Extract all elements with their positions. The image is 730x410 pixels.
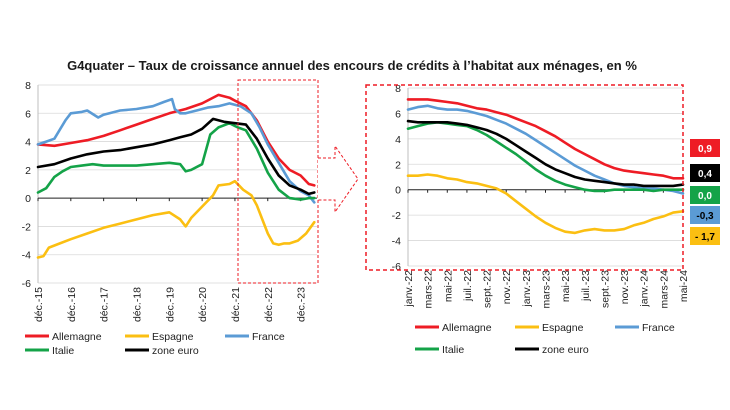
right-x-tick-label: sept.-23 — [599, 270, 611, 308]
right-y-tick-label: 4 — [395, 134, 401, 146]
left-y-tick-label: 8 — [25, 80, 31, 92]
left-x-tick-label: déc.-19 — [164, 287, 176, 322]
right-legend-label-espagne: Espagne — [542, 322, 584, 334]
left-y-tick-label: 4 — [25, 137, 31, 149]
badge-value-france: -0,3 — [696, 211, 714, 222]
right-y-tick-label: -2 — [392, 210, 401, 222]
right-x-tick-label: mai-24 — [678, 270, 690, 302]
left-legend-label-espagne: Espagne — [152, 331, 194, 343]
left-y-tick-label: 0 — [25, 193, 31, 205]
left-x-tick-label: déc.-21 — [230, 287, 242, 322]
left-series-line-espagne — [36, 179, 316, 259]
badge-value-espagne: - 1,7 — [695, 232, 715, 243]
left-x-tick-label: déc.-17 — [99, 287, 111, 322]
right-y-tick-label: 8 — [395, 83, 401, 95]
badge-espagne — [690, 227, 720, 245]
left-x-tick-label: déc.-18 — [131, 287, 143, 322]
right-series-line-espagne — [406, 173, 685, 235]
zoom-arrow-icon — [318, 144, 359, 214]
badge-zone-euro — [690, 164, 720, 182]
right-y-tick-label: 2 — [395, 159, 401, 171]
right-legend-label-zone-euro: zone euro — [542, 344, 589, 356]
badge-value-allemagne: 0,9 — [698, 144, 712, 155]
left-x-tick-label: déc.-16 — [66, 287, 78, 322]
right-x-tick-label: janv.-23 — [521, 270, 533, 308]
right-series-line-allemagne — [406, 98, 685, 180]
right-x-tick-label: mars-24 — [658, 270, 670, 309]
right-y-tick-label: -6 — [392, 261, 401, 273]
left-legend-label-zone-euro: zone euro — [152, 345, 199, 357]
right-y-tick-label: 0 — [395, 185, 401, 197]
left-series-line-italie — [36, 121, 316, 201]
badge-allemagne — [690, 139, 720, 157]
right-y-tick-label: 6 — [395, 108, 401, 120]
right-legend-label-allemagne: Allemagne — [442, 322, 492, 334]
right-legend-label-italie: Italie — [442, 344, 464, 356]
left-y-tick-label: -4 — [22, 250, 31, 262]
right-x-tick-label: mars-23 — [541, 270, 553, 309]
chart-title: G4quater – Taux de croissance annuel des… — [67, 58, 637, 73]
right-x-tick-label: nov.-22 — [501, 270, 513, 304]
right-chart-panel: -6 -4 -2 0 2 4 6 8 janv.-22 mars-22 mai-22 juil.-22… — [392, 83, 690, 356]
right-legend-label-france: France — [642, 322, 675, 334]
left-x-tick-label: déc.-20 — [197, 287, 209, 322]
badge-italie — [690, 186, 720, 204]
badge-france — [690, 206, 720, 224]
left-legend-label-allemagne: Allemagne — [52, 331, 102, 343]
left-series-line-allemagne — [36, 93, 316, 187]
right-x-tick-label: nov.-23 — [619, 270, 631, 304]
left-x-tick-label: déc.-23 — [296, 287, 308, 322]
right-series-line-france — [406, 104, 685, 195]
right-x-tick-label: janv.-22 — [403, 270, 415, 308]
end-value-badges: 0,9 0,4 0,0 -0,3 - 1,7 — [690, 139, 720, 245]
left-legend-label-italie: Italie — [52, 345, 74, 357]
left-y-tick-label: 2 — [25, 165, 31, 177]
badge-value-italie: 0,0 — [698, 191, 712, 202]
left-y-tick-label: -2 — [22, 221, 31, 233]
left-x-tick-label: déc.-22 — [263, 287, 275, 322]
right-x-tick-label: sept.-22 — [482, 270, 494, 308]
right-x-tick-label: juil.-22 — [462, 270, 474, 302]
right-x-tick-label: juil.-23 — [580, 270, 592, 302]
right-x-tick-label: mai-23 — [560, 270, 572, 302]
left-y-tick-label: -6 — [22, 278, 31, 290]
right-y-tick-label: -4 — [392, 236, 401, 248]
left-chart-panel: -6 -4 -2 0 2 4 6 8 déc.-15 déc.-16 déc.-17 déc.-18 d… — [22, 80, 317, 357]
right-series-line-zone-euro — [406, 119, 685, 188]
badge-value-zone-euro: 0,4 — [698, 169, 712, 180]
left-y-tick-label: 6 — [25, 108, 31, 120]
left-series-line-zone-euro — [36, 117, 316, 196]
right-chart-frame — [365, 84, 684, 271]
right-x-tick-label: mai-22 — [442, 270, 454, 302]
left-x-tick-label: déc.-15 — [33, 287, 45, 322]
right-x-tick-label: mars-22 — [423, 270, 435, 309]
right-x-tick-label: janv.-24 — [639, 270, 651, 308]
left-legend-label-france: France — [252, 331, 285, 343]
left-series-line-france — [36, 97, 316, 204]
